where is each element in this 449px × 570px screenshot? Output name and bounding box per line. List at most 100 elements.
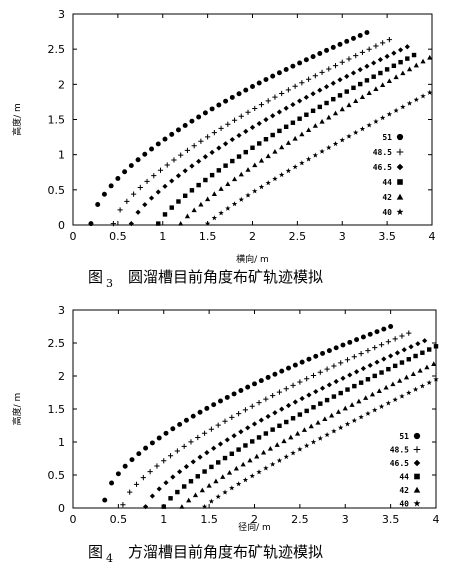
data-point <box>204 405 210 411</box>
data-point <box>128 220 134 227</box>
y-tick-label: 1.5 <box>48 403 66 416</box>
data-point <box>191 143 197 149</box>
data-point <box>345 387 350 392</box>
data-point <box>242 477 249 483</box>
data-point <box>312 123 318 128</box>
data-point <box>397 47 404 53</box>
data-point <box>192 492 199 498</box>
data-point <box>155 141 161 147</box>
data-point <box>178 152 184 158</box>
data-point <box>319 148 325 154</box>
data-point <box>371 60 377 66</box>
data-point <box>379 370 384 375</box>
data-point <box>372 345 378 351</box>
figure-label: 图 <box>88 543 103 561</box>
y-tick-label: 2.5 <box>48 43 66 56</box>
data-point <box>133 481 140 487</box>
data-point <box>209 464 214 470</box>
data-point <box>256 120 262 127</box>
data-point <box>263 117 269 123</box>
x-tick-label: 3.5 <box>378 230 396 243</box>
data-point <box>236 410 242 417</box>
data-point <box>332 62 339 69</box>
data-point <box>143 445 149 451</box>
data-point <box>115 175 121 181</box>
data-point <box>265 374 271 380</box>
data-point <box>142 151 148 157</box>
data-point <box>202 154 208 160</box>
data-point <box>186 497 192 503</box>
data-point <box>424 364 430 370</box>
data-point <box>283 66 289 72</box>
data-point <box>189 118 195 124</box>
data-point <box>426 347 432 352</box>
legend-label: 51 <box>382 133 392 142</box>
data-point <box>263 137 269 142</box>
data-point <box>182 122 188 128</box>
data-point <box>378 70 383 76</box>
data-point <box>290 382 296 388</box>
data-point <box>190 459 196 465</box>
data-point <box>222 141 229 147</box>
data-point <box>250 145 255 150</box>
data-point <box>339 137 345 143</box>
y-tick-label: 0.5 <box>48 469 66 482</box>
data-point <box>270 427 275 432</box>
data-point <box>122 169 128 175</box>
data-point <box>211 191 217 196</box>
data-point <box>399 393 405 399</box>
data-point <box>427 89 433 95</box>
x-axis-label: 径向/ m <box>238 521 271 533</box>
series-triangle <box>179 361 437 509</box>
y-tick-label: 2 <box>58 78 65 91</box>
data-point <box>224 394 230 400</box>
data-point <box>349 402 355 407</box>
data-point <box>252 105 258 112</box>
data-point <box>337 93 343 98</box>
data-point <box>229 451 235 456</box>
data-point <box>364 78 370 83</box>
data-point <box>258 417 264 423</box>
data-point <box>350 35 356 41</box>
data-point <box>326 348 332 354</box>
data-point <box>364 30 370 36</box>
data-point <box>245 167 251 172</box>
data-point <box>297 98 303 104</box>
y-tick-label: 3 <box>58 304 65 317</box>
figure-label: 图 <box>88 268 103 286</box>
data-point <box>322 416 328 422</box>
data-point <box>175 127 181 133</box>
data-point <box>269 461 276 467</box>
y-tick-label: 2.5 <box>48 337 66 350</box>
data-point <box>384 67 390 72</box>
data-point <box>258 378 264 384</box>
legend: 51 48.5 46.5 44 42 40 <box>373 133 404 217</box>
data-point <box>231 176 238 182</box>
data-point <box>324 431 330 438</box>
data-point <box>272 175 278 182</box>
data-point <box>283 386 289 392</box>
data-point <box>211 215 218 221</box>
data-point <box>390 381 396 387</box>
x-tick-label: 0.5 <box>109 230 127 243</box>
data-point <box>344 357 351 363</box>
data-point <box>140 475 146 481</box>
data-point <box>330 44 336 50</box>
data-point <box>276 457 283 463</box>
x-tick-label: 0 <box>70 230 77 243</box>
data-point <box>190 413 196 419</box>
data-point <box>195 474 200 479</box>
x-tick-label: 2 <box>251 513 258 526</box>
data-point <box>211 402 217 408</box>
y-tick-label: 2 <box>58 370 65 383</box>
data-point <box>413 62 419 68</box>
data-point <box>276 389 283 395</box>
legend-marker <box>396 133 404 141</box>
data-point <box>149 440 155 446</box>
data-point <box>213 478 219 484</box>
data-point <box>278 171 285 178</box>
series-triangle <box>178 54 433 226</box>
data-point <box>217 398 223 404</box>
data-point <box>101 191 107 197</box>
